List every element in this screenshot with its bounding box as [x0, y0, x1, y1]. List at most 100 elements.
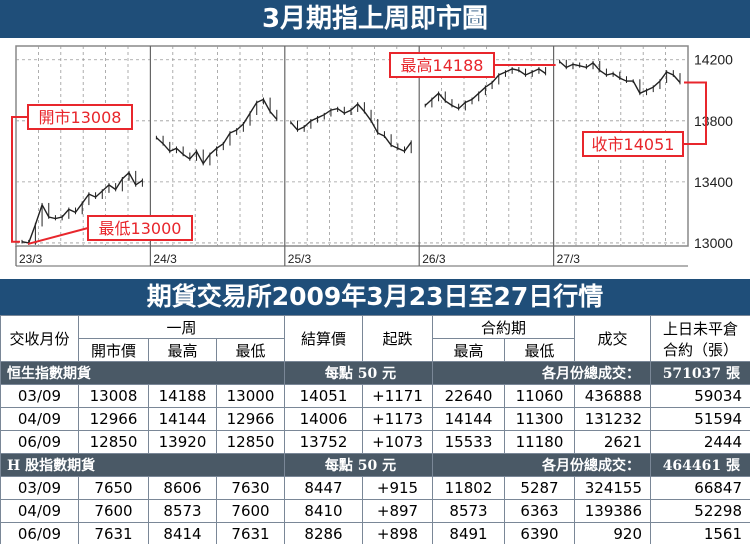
table-cell: +1173 [362, 407, 433, 431]
table-cell: 59034 [650, 384, 750, 408]
table-body: 恒生指數期貨 每點 50 元各月份總成交： 571037 張 03/09 13008 14… [0, 361, 750, 544]
table-cell: 14144 [432, 407, 505, 431]
table-cell: +898 [362, 522, 433, 544]
section-total-label: 各月份總成交： [431, 453, 652, 477]
table-cell: 8491 [432, 522, 505, 544]
table-cell: 03/09 [0, 476, 79, 500]
chart-title: 3月期指上周即市圖 [0, 0, 750, 38]
table-cell: 14051 [284, 384, 363, 408]
col-cp-low-header: 最低 [503, 338, 576, 362]
table-cell: 11802 [432, 476, 505, 500]
price-line [21, 171, 143, 244]
table-cell: 324155 [574, 476, 652, 500]
open-label-box [27, 104, 133, 130]
open-arrow [11, 116, 28, 243]
x-tick-label: 27/3 [557, 252, 581, 266]
table-cell: 2444 [650, 430, 750, 454]
oi-header-line1: 上日未平倉 [663, 319, 739, 338]
table-cell: 8447 [284, 476, 363, 500]
oi-header-line2: 合約（張） [663, 340, 739, 359]
low-arrow [27, 227, 89, 245]
table-cell: 13920 [148, 430, 217, 454]
table-cell: 7631 [78, 522, 149, 544]
table-cell: 139386 [574, 499, 652, 523]
table-cell: 8414 [148, 522, 217, 544]
table-cell: 66847 [650, 476, 750, 500]
table-cell: 6390 [503, 522, 576, 544]
table-cell: 8286 [284, 522, 363, 544]
plot-frame [15, 45, 689, 247]
table-cell: 14006 [284, 407, 363, 431]
table-cell: 7630 [216, 476, 285, 500]
x-tick-label: 24/3 [153, 252, 177, 266]
table-cell: 8573 [432, 499, 505, 523]
table-cell: 06/09 [0, 430, 79, 454]
table-cell: 13000 [216, 384, 285, 408]
table-cell: 51594 [650, 407, 750, 431]
col-high-header: 最高 [148, 338, 217, 362]
table-row: 06/09 12850 13920 12850 13752 +1073 15533 11180… [0, 430, 750, 454]
price-line [155, 98, 278, 165]
col-cp-high-header: 最高 [432, 338, 505, 362]
x-tick-label: 25/3 [288, 252, 312, 266]
table-cell: 13752 [284, 430, 363, 454]
table-cell: 13008 [78, 384, 149, 408]
y-tick-label: 13000 [694, 235, 733, 251]
table-title: 期貨交易所2009年3月23日至27日行情 [0, 279, 750, 315]
table-cell: 11180 [503, 430, 576, 454]
table-cell: 14144 [148, 407, 217, 431]
section-name: H 股指數期貨 [0, 453, 285, 477]
col-month-header: 交收月份 [0, 315, 79, 362]
low-label-box [87, 215, 193, 241]
price-line [559, 61, 681, 95]
section-unit: 每點 50 元 [284, 453, 433, 477]
table-cell: 04/09 [0, 407, 79, 431]
table-cell: 7600 [216, 499, 285, 523]
col-change-header: 起跌 [362, 315, 433, 362]
table-cell: 5287 [503, 476, 576, 500]
table-cell: 8606 [148, 476, 217, 500]
col-week-header: 一周 [78, 315, 285, 339]
table-cell: 1561 [650, 522, 750, 544]
chart-svg: 23/3 24/3 25/3 26/3 27/3 13000 13400 13800 14200… [11, 45, 733, 267]
section-name: 恒生指數期貨 [0, 361, 285, 385]
table-row: 03/09 13008 14188 13000 14051 +1171 22640 11060… [0, 384, 750, 408]
low-label-text: 最低13000 [99, 219, 182, 238]
section-row: H 股指數期貨 每點 50 元各月份總成交： 464461 張 [0, 453, 750, 477]
table-cell: 14188 [148, 384, 217, 408]
table-cell: 11300 [503, 407, 576, 431]
high-label-box [389, 52, 495, 78]
table-cell: 436888 [574, 384, 652, 408]
table-row: 04/09 7600 8573 7600 8410 +897 8573 6363 139386 5… [0, 499, 750, 523]
intraday-chart: 23/3 24/3 25/3 26/3 27/3 13000 13400 13800 14200… [0, 38, 750, 279]
table-cell: 8573 [148, 499, 217, 523]
table-cell: 7600 [78, 499, 149, 523]
section-total-label: 各月份總成交： [431, 361, 652, 385]
table-cell: 22640 [432, 384, 505, 408]
section-unit: 每點 50 元 [284, 361, 433, 385]
price-line [424, 68, 546, 110]
table-cell: 7631 [216, 522, 285, 544]
table-cell: 12850 [78, 430, 149, 454]
table-cell: 2621 [574, 430, 652, 454]
table-cell: 6363 [503, 499, 576, 523]
y-tick-label: 13400 [694, 174, 733, 190]
col-low-header: 最低 [216, 338, 285, 362]
table-cell: 12850 [216, 430, 285, 454]
section-total-value: 571037 張 [650, 361, 750, 385]
table-cell: 920 [574, 522, 652, 544]
table-cell: +897 [362, 499, 433, 523]
table-cell: 03/09 [0, 384, 79, 408]
table-row: 06/09 7631 8414 7631 8286 +898 8491 6390 920 1561 [0, 522, 750, 544]
table-cell: 15533 [432, 430, 505, 454]
section-total-value: 464461 張 [650, 453, 750, 477]
y-tick-label: 13800 [694, 113, 733, 129]
futures-table: 交收月份 一周 結算價 起跌 合約期 成交 上日未平倉 合約（張） 開市價 最高… [0, 315, 750, 544]
price-line [290, 103, 412, 153]
table-cell: 04/09 [0, 499, 79, 523]
table-cell: 7650 [78, 476, 149, 500]
table-cell: 06/09 [0, 522, 79, 544]
table-cell: 12966 [216, 407, 285, 431]
table-cell: +915 [362, 476, 433, 500]
table-cell: +1073 [362, 430, 433, 454]
